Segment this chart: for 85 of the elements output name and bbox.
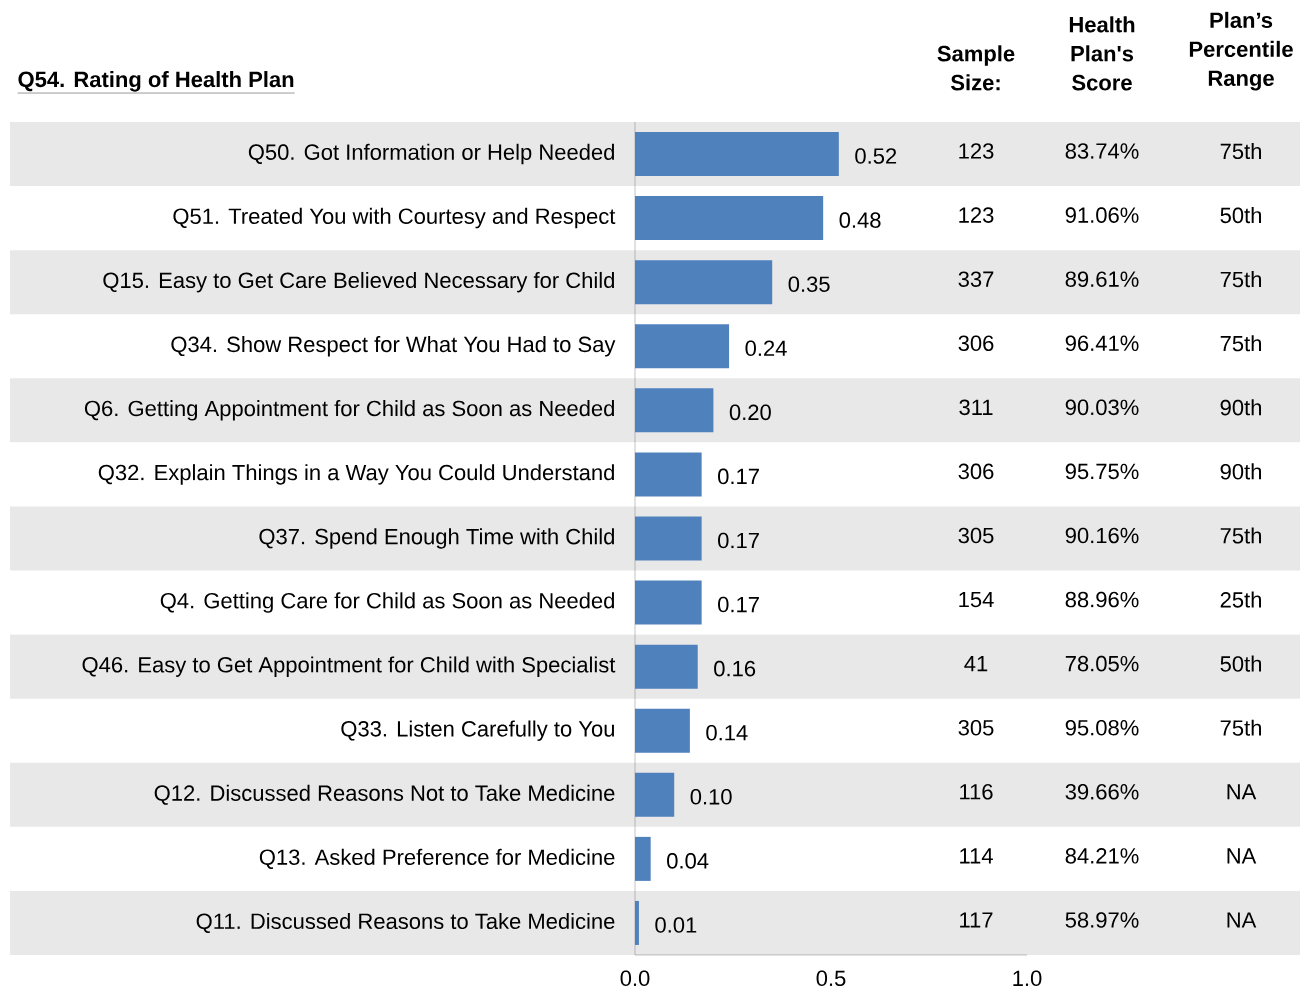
y-tick-label: Q50. Got Information or Help Needed bbox=[248, 143, 614, 165]
text: 90th bbox=[1220, 463, 1261, 480]
text: 75th bbox=[1220, 271, 1261, 288]
annotation: 305 bbox=[958, 527, 994, 544]
text: Q54. Rating of Health Plan bbox=[18, 71, 294, 92]
annotation: 306 bbox=[958, 463, 994, 480]
y-tick-label: Q12. Discussed Reasons Not to Take Medicine bbox=[154, 784, 615, 805]
bar bbox=[635, 580, 702, 625]
text: 75th bbox=[1220, 719, 1261, 736]
y-tick-label: Q37. Spend Enough Time with Child bbox=[259, 528, 614, 549]
text: 39.66% bbox=[1065, 784, 1139, 800]
text: 95.75% bbox=[1065, 463, 1139, 480]
data-label: 0.14 bbox=[706, 724, 748, 741]
x-tick-label: 1.0 bbox=[1013, 970, 1042, 987]
data-label: 0.17 bbox=[718, 596, 759, 613]
annotation: 41 bbox=[964, 656, 988, 672]
bar bbox=[635, 836, 651, 881]
text: 75th bbox=[1220, 335, 1261, 352]
text: 75th bbox=[1220, 527, 1261, 544]
annotation: 306 bbox=[958, 335, 994, 352]
text: NA bbox=[1227, 848, 1257, 864]
data-label: 0.17 bbox=[718, 468, 759, 485]
y-tick-label: Q32. Explain Things in a Way You Could Understand bbox=[98, 464, 614, 485]
data-label: 0.10 bbox=[690, 789, 732, 805]
x-tick-label: 0.0 bbox=[620, 970, 650, 987]
text: Health Plan's Score bbox=[1069, 16, 1135, 91]
y-tick-label: Q13. Asked Preference for Medicine bbox=[259, 848, 615, 869]
text: 96.41% bbox=[1065, 335, 1139, 352]
bar bbox=[635, 708, 690, 753]
text: 50th bbox=[1220, 655, 1261, 672]
data-label: 0.16 bbox=[714, 660, 756, 677]
bar bbox=[635, 132, 839, 177]
data-label: 0.17 bbox=[718, 532, 759, 549]
x-tick-label: 0.5 bbox=[816, 970, 846, 987]
annotation: 114 bbox=[960, 848, 993, 864]
text: NA bbox=[1227, 912, 1257, 928]
y-tick-label: Q6. Getting Appointment for Child as Soon as Needed bbox=[84, 400, 614, 421]
y-tick-label: Q4. Getting Care for Child as Soon as Needed bbox=[160, 592, 614, 613]
data-label: 0.24 bbox=[745, 340, 787, 357]
text: 78.05% bbox=[1065, 655, 1139, 672]
text: 58.97% bbox=[1065, 912, 1139, 928]
text: 75th bbox=[1220, 142, 1261, 160]
y-tick-label: Q51. Treated You with Courtesy and Respect bbox=[173, 207, 616, 229]
bar bbox=[635, 644, 698, 689]
data-label: 0.04 bbox=[667, 853, 709, 869]
bar bbox=[635, 388, 714, 433]
text: NA bbox=[1227, 784, 1257, 800]
text: 25th bbox=[1220, 591, 1261, 608]
y-tick-label: Q11. Discussed Reasons to Take Medicine bbox=[196, 912, 615, 934]
text: 89.61% bbox=[1065, 271, 1139, 287]
y-tick-label: Q34. Show Respect for What You Had to Say bbox=[171, 336, 616, 357]
text: 90.16% bbox=[1065, 527, 1139, 544]
text: 95.08% bbox=[1065, 719, 1139, 736]
text: 50th bbox=[1220, 207, 1261, 224]
annotation: 117 bbox=[960, 912, 993, 928]
text: 91.06% bbox=[1065, 207, 1139, 223]
data-label: 0.35 bbox=[788, 276, 830, 292]
annotation: 123 bbox=[959, 143, 994, 159]
annotation: 123 bbox=[959, 207, 994, 223]
data-label: 0.48 bbox=[839, 212, 881, 228]
annotation: 305 bbox=[958, 719, 994, 736]
text: Sample Size: bbox=[937, 45, 1015, 91]
annotation: 337 bbox=[958, 271, 994, 287]
text: 90th bbox=[1220, 399, 1261, 416]
bar bbox=[635, 324, 730, 369]
y-tick-label: Q15. Easy to Get Care Believed Necessary for Child bbox=[103, 271, 614, 293]
text: Plan’s Percentile Range bbox=[1189, 11, 1293, 91]
bar bbox=[635, 196, 824, 241]
bar bbox=[635, 260, 773, 305]
y-tick-label: Q46. Easy to Get Appointment for Child with Specialist bbox=[82, 656, 616, 677]
annotation: 311 bbox=[959, 399, 993, 416]
text: 83.74% bbox=[1065, 143, 1139, 159]
bar bbox=[635, 772, 675, 817]
annotation: 116 bbox=[960, 784, 993, 800]
annotation: 154 bbox=[959, 591, 994, 608]
text: 90.03% bbox=[1065, 399, 1139, 416]
text: 88.96% bbox=[1065, 591, 1139, 608]
data-label: 0.20 bbox=[729, 404, 771, 421]
bar bbox=[635, 452, 702, 497]
data-label: 0.01 bbox=[655, 917, 697, 933]
y-tick-label: Q33. Listen Carefully to You bbox=[341, 720, 614, 741]
bar bbox=[635, 900, 639, 945]
text: 84.21% bbox=[1065, 848, 1139, 864]
bar bbox=[635, 516, 702, 561]
data-label: 0.52 bbox=[855, 148, 897, 164]
